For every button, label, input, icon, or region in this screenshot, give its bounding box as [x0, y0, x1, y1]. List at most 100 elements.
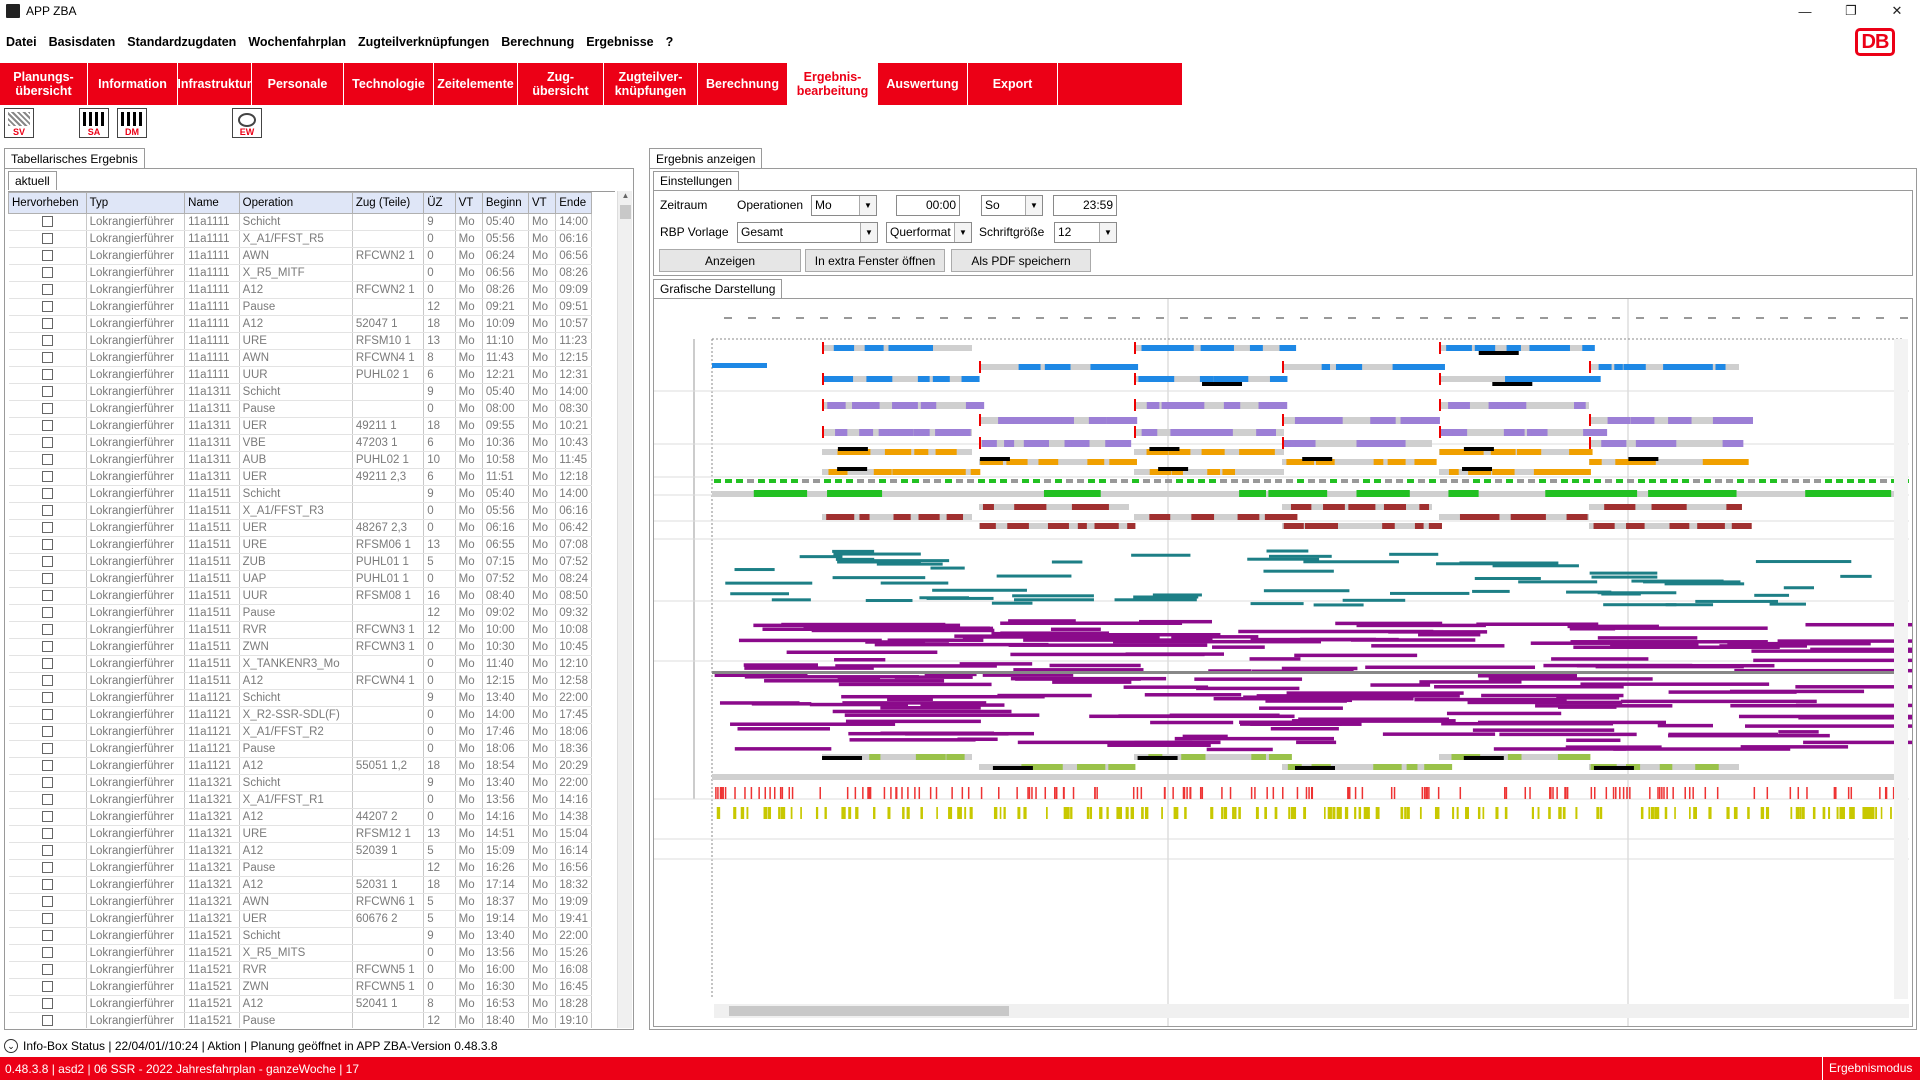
highlight-checkbox[interactable]: [41, 879, 53, 891]
table-row[interactable]: Lokrangierführer 11a1311 Pause 0 Mo 08:00 Mo 08…: [8, 400, 592, 418]
menu-4[interactable]: Zugteilverknüpfungen: [358, 35, 490, 49]
highlight-checkbox[interactable]: [41, 998, 53, 1010]
highlight-checkbox[interactable]: [41, 488, 53, 500]
table-row[interactable]: Lokrangierführer 11a1521 RVR RFCWN5 1 0 Mo 16:…: [8, 961, 592, 979]
highlight-checkbox[interactable]: [41, 811, 53, 823]
table-row[interactable]: Lokrangierführer 11a1511 UAP PUHL01 1 0 Mo 07:…: [8, 570, 592, 588]
day-to-select[interactable]: So ▼: [981, 195, 1043, 216]
menu-3[interactable]: Wochenfahrplan: [248, 35, 347, 49]
table-row[interactable]: Lokrangierführer 11a1511 Pause 12 Mo 09:02 Mo 0…: [8, 604, 592, 622]
highlight-checkbox[interactable]: [41, 947, 53, 959]
table-row[interactable]: Lokrangierführer 11a1111 A12 52047 1 18 Mo 10:…: [8, 315, 592, 333]
highlight-checkbox[interactable]: [41, 454, 53, 466]
highlight-checkbox[interactable]: [41, 233, 53, 245]
highlight-checkbox[interactable]: [41, 1015, 53, 1027]
table-row[interactable]: Lokrangierführer 11a1311 Schicht 9 Mo 05:40 Mo…: [8, 383, 592, 401]
sv-tool-icon[interactable]: SV: [4, 108, 34, 138]
table-row[interactable]: Lokrangierführer 11a1321 AWN RFCWN6 1 5 Mo 18:…: [8, 893, 592, 911]
nav-button-6[interactable]: Zug- übersicht: [518, 63, 604, 105]
highlight-checkbox[interactable]: [41, 726, 53, 738]
menu-1[interactable]: Basisdaten: [48, 35, 116, 49]
highlight-checkbox[interactable]: [41, 930, 53, 942]
table-row[interactable]: Lokrangierführer 11a1511 UER 48267 2,3 0 Mo 06…: [8, 519, 592, 537]
rbp-vorlage-select[interactable]: Gesamt ▼: [737, 222, 878, 243]
extra-window-button[interactable]: In extra Fenster öffnen: [805, 249, 945, 272]
table-row[interactable]: Lokrangierführer 11a1111 AWN RFCWN4 1 8 Mo 11:…: [8, 349, 592, 367]
table-row[interactable]: Lokrangierführer 11a1321 Pause 12 Mo 16:26 Mo 1…: [8, 859, 592, 877]
table-row[interactable]: Lokrangierführer 11a1121 Schicht 9 Mo 13:40 Mo…: [8, 689, 592, 707]
highlight-checkbox[interactable]: [41, 845, 53, 857]
nav-button-0[interactable]: Planungs- übersicht: [0, 63, 88, 105]
column-header[interactable]: Beginn: [481, 192, 530, 214]
highlight-checkbox[interactable]: [41, 794, 53, 806]
highlight-checkbox[interactable]: [41, 522, 53, 534]
highlight-checkbox[interactable]: [41, 318, 53, 330]
save-pdf-button[interactable]: Als PDF speichern: [951, 249, 1091, 272]
table-row[interactable]: Lokrangierführer 11a1521 Schicht 9 Mo 13:40 Mo…: [8, 927, 592, 945]
column-header[interactable]: Hervorheben: [8, 192, 87, 214]
table-row[interactable]: Lokrangierführer 11a1321 UER 60676 2 5 Mo 19:1…: [8, 910, 592, 928]
highlight-checkbox[interactable]: [41, 471, 53, 483]
fontsize-select[interactable]: 12 ▼: [1054, 222, 1117, 243]
restore-icon[interactable]: ❐: [1845, 3, 1857, 18]
nav-button-3[interactable]: Personale: [252, 63, 344, 105]
table-row[interactable]: Lokrangierführer 11a1521 A12 52041 1 8 Mo 16:5…: [8, 995, 592, 1013]
format-select[interactable]: Querformat ▼: [886, 222, 972, 243]
highlight-checkbox[interactable]: [41, 403, 53, 415]
nav-button-4[interactable]: Technologie: [344, 63, 434, 105]
table-row[interactable]: Lokrangierführer 11a1321 X_A1/FFST_R1 0 Mo 13…: [8, 791, 592, 809]
table-row[interactable]: Lokrangierführer 11a1521 ZWN RFCWN5 1 0 Mo 16:…: [8, 978, 592, 996]
highlight-checkbox[interactable]: [41, 760, 53, 772]
highlight-checkbox[interactable]: [41, 913, 53, 925]
tab-grafische-darstellung[interactable]: Grafische Darstellung: [653, 279, 783, 298]
time-from-field[interactable]: 00:00: [896, 195, 960, 216]
highlight-checkbox[interactable]: [41, 335, 53, 347]
table-row[interactable]: Lokrangierführer 11a1311 AUB PUHL02 1 10 Mo 10…: [8, 451, 592, 469]
nav-button-2[interactable]: Infrastruktur: [177, 63, 252, 105]
highlight-checkbox[interactable]: [41, 556, 53, 568]
table-row[interactable]: Lokrangierführer 11a1511 Schicht 9 Mo 05:40 Mo…: [8, 485, 592, 503]
nav-button-1[interactable]: Information: [88, 63, 178, 105]
table-row[interactable]: Lokrangierführer 11a1311 UER 49211 1 18 Mo 09:…: [8, 417, 592, 435]
table-row[interactable]: Lokrangierführer 11a1121 A12 55051 1,2 18 Mo 1…: [8, 757, 592, 775]
table-row[interactable]: Lokrangierführer 11a1121 X_A1/FFST_R2 0 Mo 17…: [8, 723, 592, 741]
scroll-up-icon[interactable]: ▲: [621, 191, 630, 200]
highlight-checkbox[interactable]: [41, 981, 53, 993]
table-row[interactable]: Lokrangierführer 11a1111 UUR PUHL02 1 6 Mo 12:…: [8, 366, 592, 384]
anzeigen-button[interactable]: Anzeigen: [659, 249, 801, 272]
highlight-checkbox[interactable]: [41, 692, 53, 704]
scroll-thumb[interactable]: [620, 205, 631, 219]
column-header[interactable]: Ende: [555, 192, 592, 214]
table-row[interactable]: Lokrangierführer 11a1321 URE RFSM12 1 13 Mo 14…: [8, 825, 592, 843]
table-row[interactable]: Lokrangierführer 11a1111 X_R5_MITF 0 Mo 06:56…: [8, 264, 592, 282]
menu-0[interactable]: Datei: [6, 35, 37, 49]
highlight-checkbox[interactable]: [41, 539, 53, 551]
highlight-checkbox[interactable]: [41, 250, 53, 262]
tab-einstellungen[interactable]: Einstellungen: [653, 171, 740, 190]
column-header[interactable]: VT: [454, 192, 483, 214]
table-row[interactable]: Lokrangierführer 11a1511 ZWN RFCWN3 1 0 Mo 10:…: [8, 638, 592, 656]
column-header[interactable]: Zug (Teile): [351, 192, 425, 214]
close-icon[interactable]: ✕: [1891, 3, 1903, 18]
menu-5[interactable]: Berechnung: [501, 35, 575, 49]
nav-button-7[interactable]: Zugteilver- knüpfungen: [604, 63, 698, 105]
highlight-checkbox[interactable]: [41, 573, 53, 585]
table-row[interactable]: Lokrangierführer 11a1111 X_A1/FFST_R5 0 Mo 05…: [8, 230, 592, 248]
tab-ergebnis-anzeigen[interactable]: Ergebnis anzeigen: [649, 148, 763, 168]
table-row[interactable]: Lokrangierführer 11a1121 X_R2-SSR-SDL(F) 0 M…: [8, 706, 592, 724]
highlight-checkbox[interactable]: [41, 369, 53, 381]
highlight-checkbox[interactable]: [41, 352, 53, 364]
column-header[interactable]: ÜZ: [423, 192, 456, 214]
table-row[interactable]: Lokrangierführer 11a1111 AWN RFCWN2 1 0 Mo 06:…: [8, 247, 592, 265]
table-row[interactable]: Lokrangierführer 11a1521 Pause 12 Mo 18:40 Mo 1…: [8, 1012, 592, 1028]
table-row[interactable]: Lokrangierführer 11a1121 Pause 0 Mo 18:06 Mo 18…: [8, 740, 592, 758]
nav-button-10[interactable]: Auswertung: [878, 63, 968, 105]
highlight-checkbox[interactable]: [41, 964, 53, 976]
minimize-icon[interactable]: —: [1798, 3, 1812, 19]
sa-tool-icon[interactable]: SA: [79, 108, 109, 138]
highlight-checkbox[interactable]: [41, 658, 53, 670]
time-to-field[interactable]: 23:59: [1053, 195, 1117, 216]
column-header[interactable]: Operation: [238, 192, 353, 214]
table-row[interactable]: Lokrangierführer 11a1321 A12 44207 2 0 Mo 14:1…: [8, 808, 592, 826]
table-row[interactable]: Lokrangierführer 11a1111 URE RFSM10 1 13 Mo 11…: [8, 332, 592, 350]
